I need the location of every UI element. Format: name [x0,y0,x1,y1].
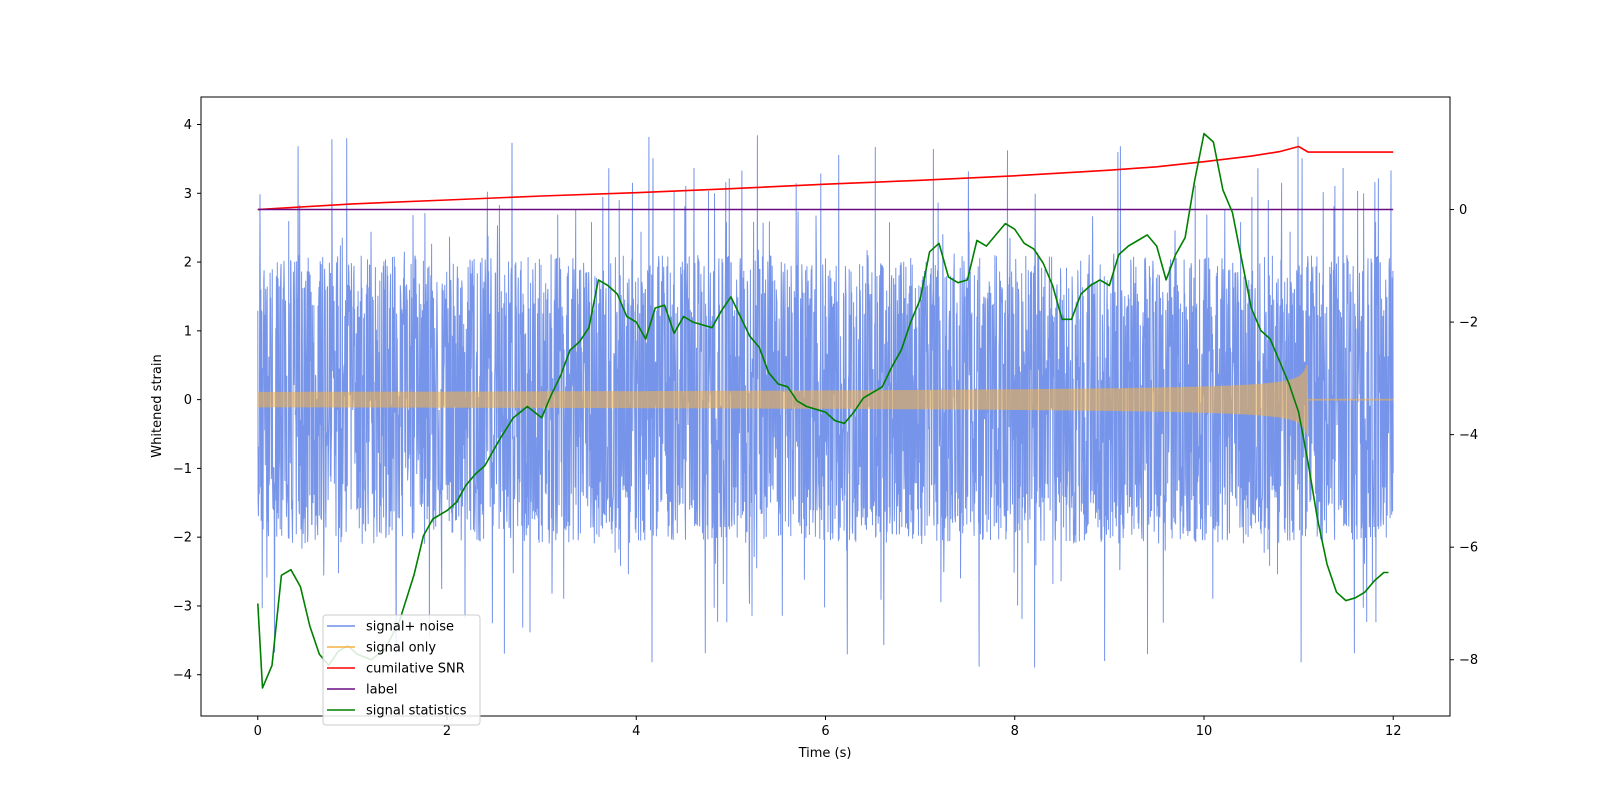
y2-tick-label: −8 [1459,653,1478,668]
y-tick-label: 4 [184,118,192,133]
x-tick-label: 4 [632,724,640,739]
y2-tick-label: 0 [1459,203,1467,218]
y-tick-label: 2 [184,256,192,271]
x-tick-label: 12 [1385,724,1402,739]
legend-box [322,614,481,726]
y-tick-label: −3 [173,599,192,614]
y-axis-right: −8 −6 −4 −2 0 [1450,203,1478,668]
y2-tick-label: −6 [1459,541,1478,556]
series-layer [257,132,1394,689]
x-tick-label: 8 [1011,724,1019,739]
y-tick-label: −1 [173,462,192,477]
y2-tick-label: −2 [1459,316,1478,331]
y-tick-label: −2 [173,531,192,546]
y2-tick-label: −4 [1459,428,1478,443]
y-tick-label: 3 [184,187,192,202]
y-tick-label: 0 [184,393,192,408]
y-tick-label: 1 [184,324,192,339]
legend-signal-statistics-label: signal statistics [366,704,467,719]
x-axis-label: Time (s) [798,746,852,761]
series-cumulative-snr-line [257,145,1394,211]
x-tick-label: 10 [1196,724,1213,739]
y-axis-left: −4 −3 −2 −1 0 1 2 3 4 [173,118,201,683]
legend-label-label: label [366,683,397,698]
x-tick-label: 6 [821,724,829,739]
x-axis: 0 2 4 6 8 10 12 [254,716,1402,739]
legend-signal-noise-label: signal+ noise [366,620,454,635]
y-axis-label: Whitened strain [150,354,165,457]
x-tick-label: 0 [254,724,262,739]
legend-cumulative-snr-label: cumilative SNR [366,662,465,677]
y-tick-label: −4 [173,668,192,683]
series-signal-only-line [257,364,1394,435]
x-tick-label: 2 [443,724,451,739]
legend: signal+ noise signal only cumilative SNR la… [322,614,481,726]
legend-signal-only-label: signal only [366,641,436,656]
series-signal-statistics-line [257,132,1389,689]
